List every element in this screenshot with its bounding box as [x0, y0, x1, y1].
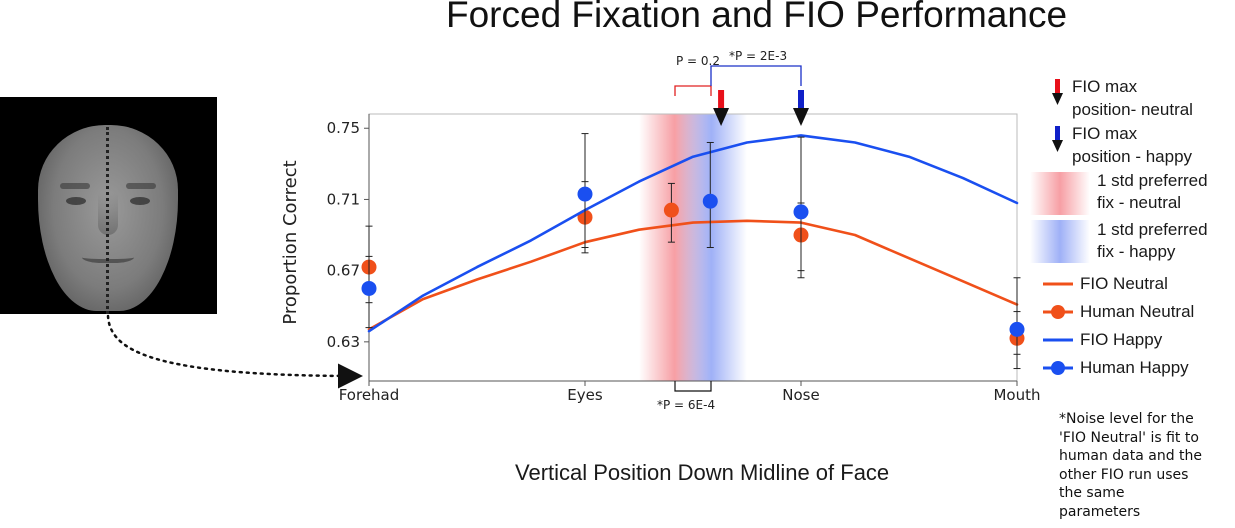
- legend-happy-band-label-2: fix - happy: [1097, 242, 1176, 261]
- marker-layer: [713, 90, 809, 126]
- p-neutral-annotation: P = 0.2: [676, 54, 721, 68]
- happy-p-bracket: [710, 65, 802, 86]
- face-image: [0, 97, 217, 314]
- p-happy-annotation: *P = 2E-3: [729, 49, 788, 63]
- legend-happy-max-label-1: FIO max: [1072, 124, 1138, 143]
- fio-max-marker-happy: [798, 90, 804, 110]
- x-tick-label: Nose: [782, 386, 819, 404]
- footnote-line: the same: [1059, 485, 1125, 501]
- series-layer: [361, 133, 1025, 370]
- y-tick-label: 0.67: [327, 262, 360, 280]
- x-tick-label: Mouth: [993, 386, 1040, 404]
- legend-fio-neutral-label: FIO Neutral: [1080, 274, 1168, 293]
- legend-neutral-max-label-2: position- neutral: [1072, 100, 1193, 119]
- human-happy-point: [702, 193, 718, 209]
- footnote: *Noise level for the 'FIO Neutral' is fi…: [1059, 410, 1235, 521]
- neutral-p-bracket: [674, 85, 712, 96]
- legend-neutral-band-swatch: [1030, 172, 1090, 215]
- human-happy-point: [793, 204, 809, 220]
- legend-happy-band-swatch: [1030, 220, 1090, 263]
- bracket-layer: [674, 65, 802, 392]
- legend-neutral-band-label-1: 1 std preferred: [1097, 171, 1208, 190]
- human-neutral-point: [663, 202, 679, 218]
- legend-happy-band-label-1: 1 std preferred: [1097, 220, 1208, 239]
- legend-human-neutral-label: Human Neutral: [1080, 302, 1195, 321]
- legend-fio-happy-label: FIO Happy: [1080, 330, 1163, 349]
- chart-title: Forced Fixation and FIO Performance: [446, 0, 1068, 35]
- footnote-line: *Noise level for the: [1059, 411, 1194, 427]
- y-tick-label: 0.75: [327, 119, 360, 137]
- legend-human-happy-label: Human Happy: [1080, 358, 1189, 377]
- legend-human-happy-dot: [1051, 361, 1065, 375]
- footnote-line: 'FIO Neutral' is fit to: [1059, 429, 1199, 446]
- x-axis-label: Vertical Position Down Midline of Face: [515, 460, 890, 485]
- footnote-line: other FIO run uses: [1059, 466, 1189, 483]
- legend-happy-max-arrow: [1052, 140, 1063, 152]
- legend-happy-max-marker: [1055, 126, 1060, 140]
- face-midline: [106, 127, 109, 314]
- legend-neutral-max-label-1: FIO max: [1072, 77, 1138, 96]
- fio-max-arrow-happy: [793, 108, 809, 126]
- human-happy-point: [361, 280, 377, 296]
- y-tick-label: 0.71: [327, 190, 360, 208]
- fio-happy-line: [367, 134, 1019, 333]
- legend-neutral-max-marker: [1055, 79, 1060, 93]
- legend-human-neutral-dot: [1051, 305, 1065, 319]
- bottom-p-bracket: [674, 381, 712, 392]
- legend-happy-max-label-2: position - happy: [1072, 147, 1193, 166]
- right-eye: [130, 197, 150, 205]
- p-bottom-annotation: *P = 6E-4: [657, 398, 716, 412]
- x-tick-label: Eyes: [567, 386, 603, 404]
- footnote-line: parameters: [1059, 503, 1141, 520]
- axis-layer: 0.63 0.67 0.71 0.75 Proportion Correct Foreha…: [280, 114, 1041, 404]
- left-eye: [66, 197, 86, 205]
- bands-layer: [639, 114, 747, 381]
- legend-neutral-band-label-2: fix - neutral: [1097, 193, 1182, 212]
- human-happy-point: [1009, 321, 1025, 337]
- y-tick-label: 0.63: [327, 333, 360, 351]
- fio-max-arrow-neutral: [713, 108, 730, 126]
- fio-neutral-line: [367, 219, 1019, 331]
- right-brow: [126, 183, 156, 189]
- y-axis-label: Proportion Correct: [280, 160, 301, 324]
- fio-max-marker-neutral: [718, 90, 725, 110]
- legend-neutral-max-arrow: [1052, 93, 1063, 105]
- human-happy-point: [577, 186, 593, 202]
- footnote-line: human data and the: [1059, 448, 1203, 464]
- face-to-axis-arrow: [106, 314, 363, 389]
- legend-symbols: [1030, 79, 1090, 375]
- x-tick-label: Forehad: [339, 386, 400, 404]
- left-brow: [60, 183, 90, 189]
